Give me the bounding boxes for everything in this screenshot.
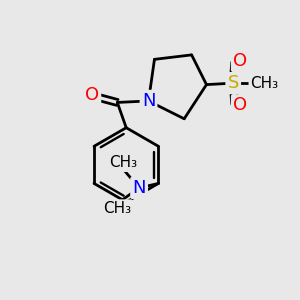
Text: CH₃: CH₃ — [109, 155, 137, 170]
Text: CH₃: CH₃ — [103, 201, 131, 216]
Text: N: N — [142, 92, 155, 110]
Text: CH₃: CH₃ — [250, 76, 278, 91]
Text: O: O — [233, 96, 247, 114]
Text: S: S — [227, 74, 239, 92]
Text: O: O — [233, 52, 247, 70]
Text: N: N — [132, 179, 146, 197]
Text: O: O — [85, 86, 99, 104]
